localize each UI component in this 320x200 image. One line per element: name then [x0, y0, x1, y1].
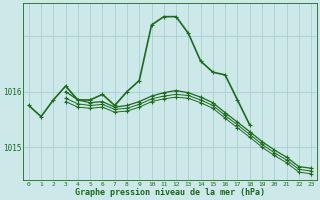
X-axis label: Graphe pression niveau de la mer (hPa): Graphe pression niveau de la mer (hPa) — [75, 188, 265, 197]
